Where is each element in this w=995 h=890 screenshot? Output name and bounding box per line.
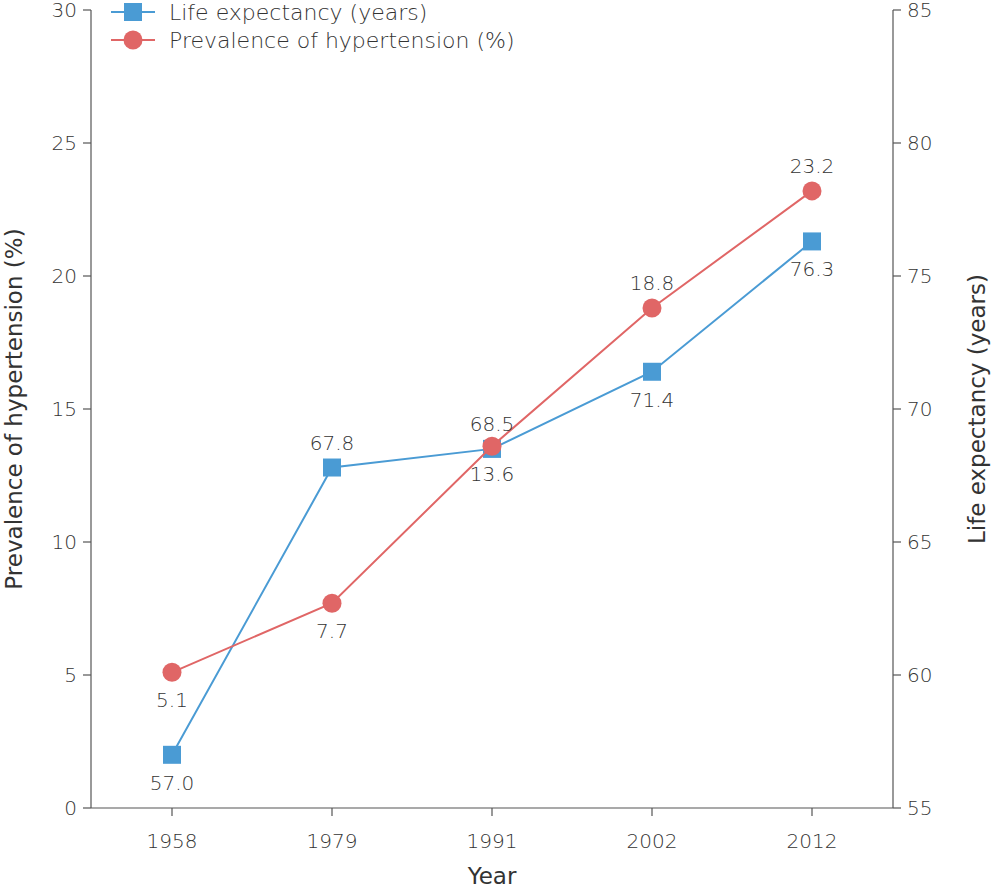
y2-tick-label: 60 (907, 663, 932, 687)
y2-tick (893, 408, 901, 409)
data-label: 71.4 (630, 388, 675, 412)
x-tick (811, 808, 812, 816)
y-tick-label: 5 (64, 663, 77, 687)
data-point (323, 459, 341, 477)
x-tick (491, 808, 492, 816)
data-point (643, 298, 662, 317)
y2-tick-label: 80 (907, 131, 932, 155)
chart-container: 0 5 10 15 20 25 30 55 60 65 70 75 80 85 1958 1979 1991 20… (0, 0, 995, 890)
y-tick-label: 10 (52, 530, 77, 554)
x-axis-title: Year (467, 863, 517, 889)
chart: 0 5 10 15 20 25 30 55 60 65 70 75 80 85 1958 1979 1991 20… (0, 0, 995, 890)
y-tick (83, 674, 91, 675)
data-point (323, 594, 342, 613)
x-tick-label: 2002 (627, 829, 678, 853)
y-tick (83, 142, 91, 143)
x-tick-label: 2012 (787, 829, 838, 853)
y-tick-label: 0 (64, 796, 77, 820)
y-tick (83, 408, 91, 409)
y2-tick-label: 85 (907, 0, 932, 22)
data-label: 68.5 (470, 412, 515, 436)
data-point (163, 663, 182, 682)
y-tick-label: 30 (52, 0, 77, 22)
x-tick (331, 808, 332, 816)
legend-label: Prevalence of hypertension (%) (169, 28, 515, 53)
y2-tick (893, 142, 901, 143)
data-point (803, 232, 821, 250)
data-point (643, 363, 661, 381)
y2-tick (893, 541, 901, 542)
y2-tick-label: 75 (907, 264, 932, 288)
data-label: 18.8 (630, 271, 675, 295)
x-tick-label: 1979 (307, 829, 358, 853)
y2-tick-label: 55 (907, 796, 932, 820)
y2-tick (893, 674, 901, 675)
x-tick (651, 808, 652, 816)
y-tick (83, 9, 91, 10)
data-label: 76.3 (790, 257, 835, 281)
x-tick-label: 1991 (467, 829, 518, 853)
y2-tick (893, 807, 901, 808)
data-label: 57.0 (150, 771, 195, 795)
y2-tick-label: 65 (907, 530, 932, 554)
legend-marker (124, 3, 142, 21)
legend-marker (124, 31, 143, 50)
x-tick-label: 1958 (147, 829, 198, 853)
data-label: 7.7 (316, 619, 348, 643)
series-line (172, 191, 812, 672)
y2-tick (893, 275, 901, 276)
data-point (163, 746, 181, 764)
data-point (483, 437, 502, 456)
y-tick (83, 541, 91, 542)
y2-axis-title: Life expectancy (years) (964, 274, 990, 544)
y-tick (83, 275, 91, 276)
data-label: 13.6 (470, 462, 515, 486)
data-label: 67.8 (310, 431, 355, 455)
data-point (803, 181, 822, 200)
y-tick-label: 25 (52, 131, 77, 155)
y-tick-label: 20 (52, 264, 77, 288)
legend: Life expectancy (years) Prevalence of hyp… (111, 0, 515, 53)
data-label: 23.2 (790, 154, 835, 178)
y2-tick-label: 70 (907, 397, 932, 421)
legend-label: Life expectancy (years) (169, 0, 427, 25)
series-line (172, 241, 812, 754)
y-axis-title: Prevalence of hypertension (%) (1, 228, 27, 589)
plot-area (163, 181, 822, 763)
y2-tick (893, 9, 901, 10)
y-tick (83, 807, 91, 808)
x-tick (171, 808, 172, 816)
data-labels: 57.0 67.8 68.5 71.4 76.3 5.1 7.7 13.6 18.8 23.2 (150, 154, 835, 795)
data-label: 5.1 (156, 688, 188, 712)
y-tick-label: 15 (52, 397, 77, 421)
